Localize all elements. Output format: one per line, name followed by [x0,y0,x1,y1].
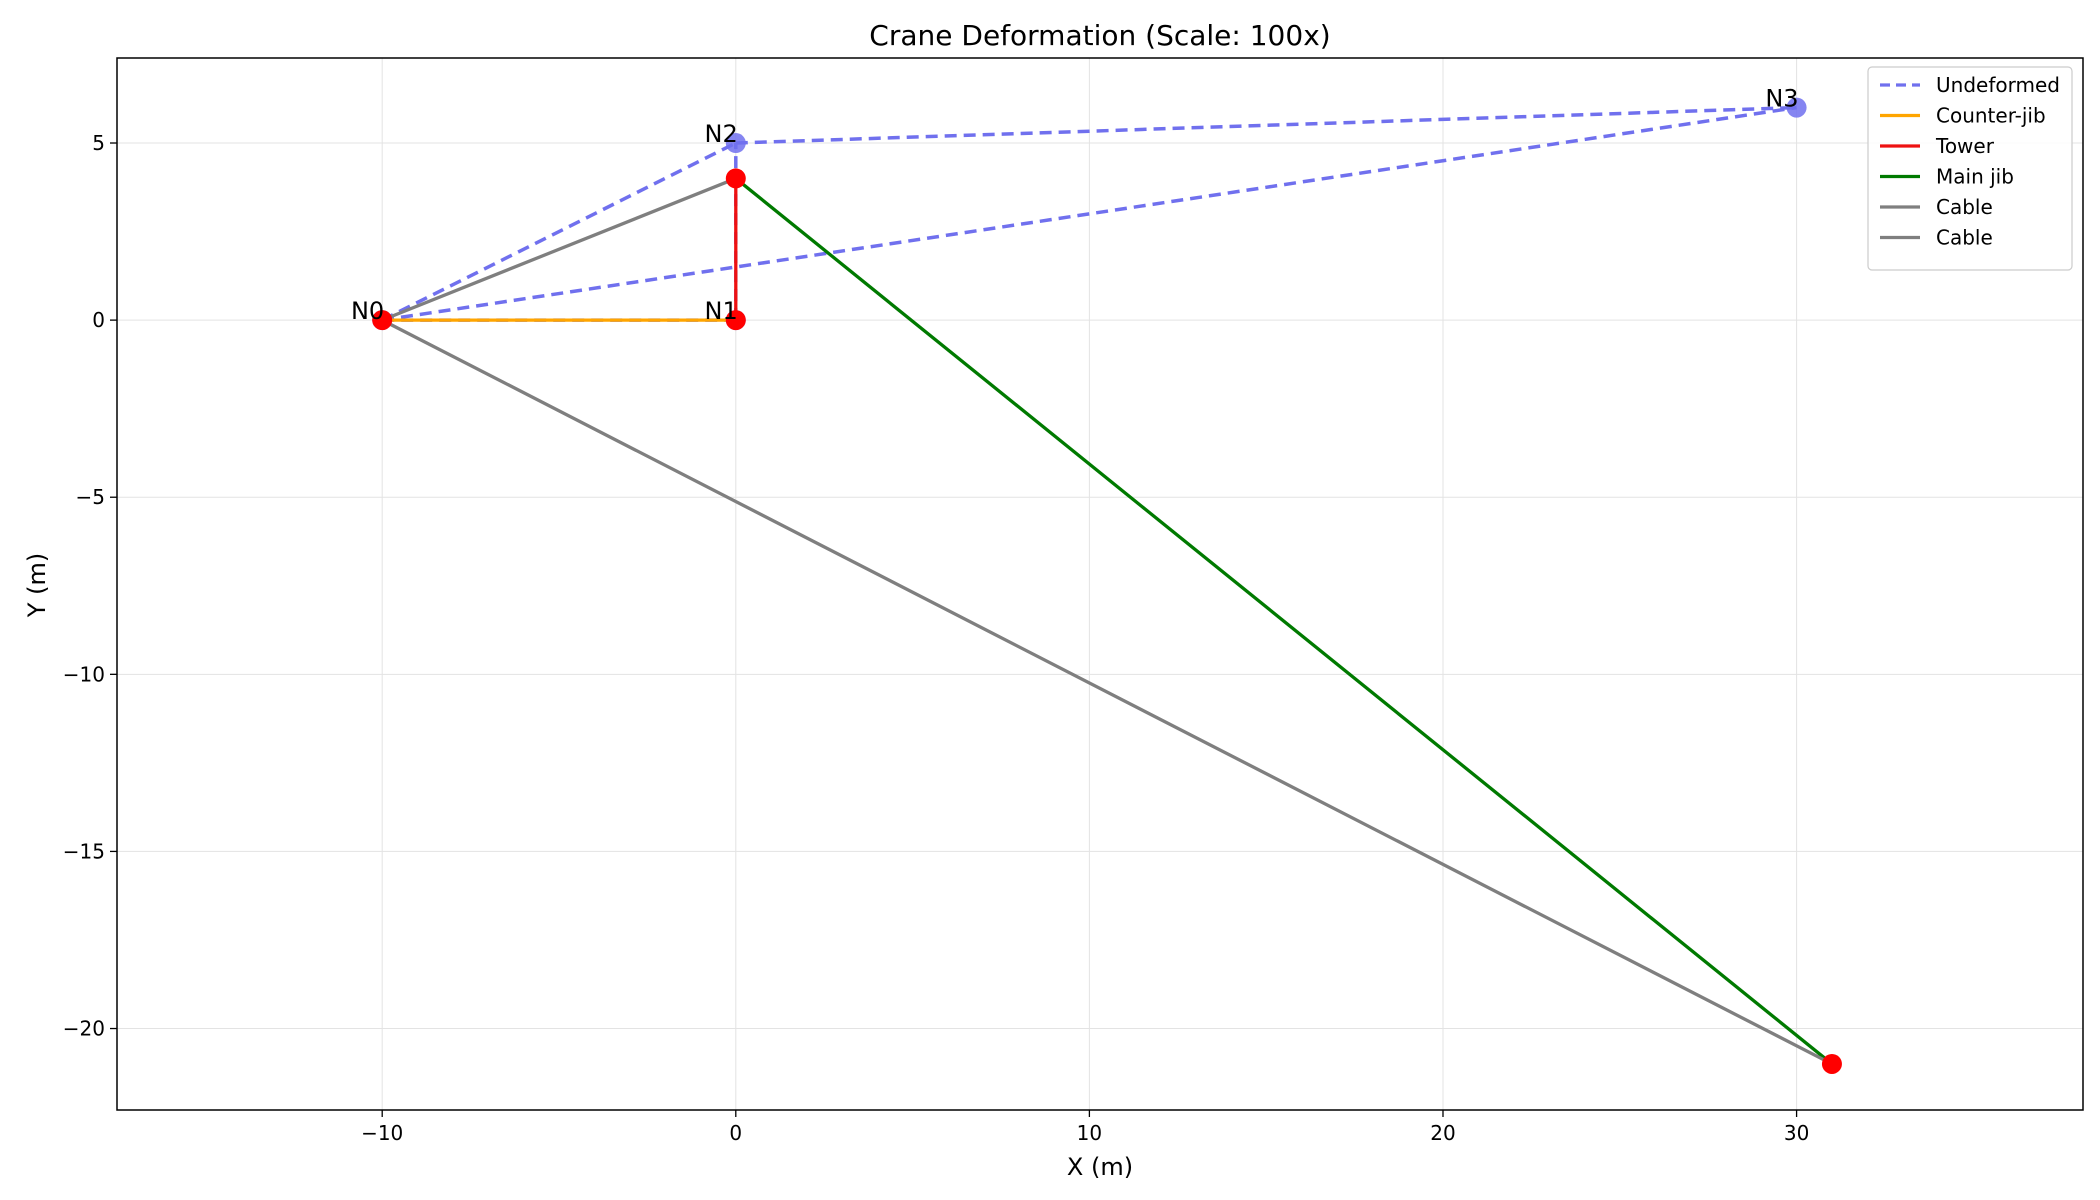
undeformed-member [735,105,1797,145]
undeformed-node-marker [1786,97,1807,118]
legend-label: Counter-jib [1936,104,2046,128]
undeformed-member [381,105,1797,322]
y-tick-label: −20 [63,1017,105,1041]
series-line-main-jib [734,176,1834,1066]
y-tick-label: −5 [76,485,105,509]
node-label: N0 [351,297,384,325]
x-tick-label: −10 [361,1121,403,1145]
deformed-node-marker [725,310,746,331]
legend-box [1867,66,2073,271]
x-tick-label: 20 [1430,1121,1455,1145]
deformed-node-marker [725,168,746,189]
x-tick-label: 0 [729,1121,742,1145]
legend-label: Tower [1935,134,1995,158]
deformed-node-marker [372,310,393,331]
plot-area: N0 N1 N2 N3 [351,85,1842,1074]
undeformed-member [381,141,737,322]
node-label: N1 [705,297,738,325]
deformed-node-marker [1821,1053,1842,1074]
legend: Undeformed Counter-jib Tower Main jib Cable C… [1867,66,2073,271]
y-tick-label: 5 [92,131,105,155]
y-axis-label: Y (m) [23,553,51,618]
node-label: N3 [1765,85,1798,113]
node-label: N2 [705,120,738,148]
chart-title: Crane Deformation (Scale: 100x) [869,19,1330,52]
x-tick-label: 30 [1784,1121,1809,1145]
series-line-cable [380,176,738,322]
series-line-cable [380,318,1834,1066]
x-axis: −10 0 10 20 30 [361,1110,1809,1145]
y-tick-label: −10 [63,662,105,686]
y-tick-label: 0 [92,308,105,332]
legend-label: Undeformed [1936,73,2060,97]
plot-frame [116,57,2084,1111]
y-tick-label: −15 [63,839,105,863]
x-tick-label: 10 [1077,1121,1102,1145]
undeformed-node-marker [725,133,746,154]
y-axis: −20 −15 −10 −5 0 5 [63,131,117,1041]
x-axis-label: X (m) [1067,1153,1133,1181]
legend-label: Cable [1936,195,1993,219]
grid [117,58,2083,1110]
legend-label: Main jib [1936,165,2014,189]
legend-label: Cable [1936,226,1993,250]
